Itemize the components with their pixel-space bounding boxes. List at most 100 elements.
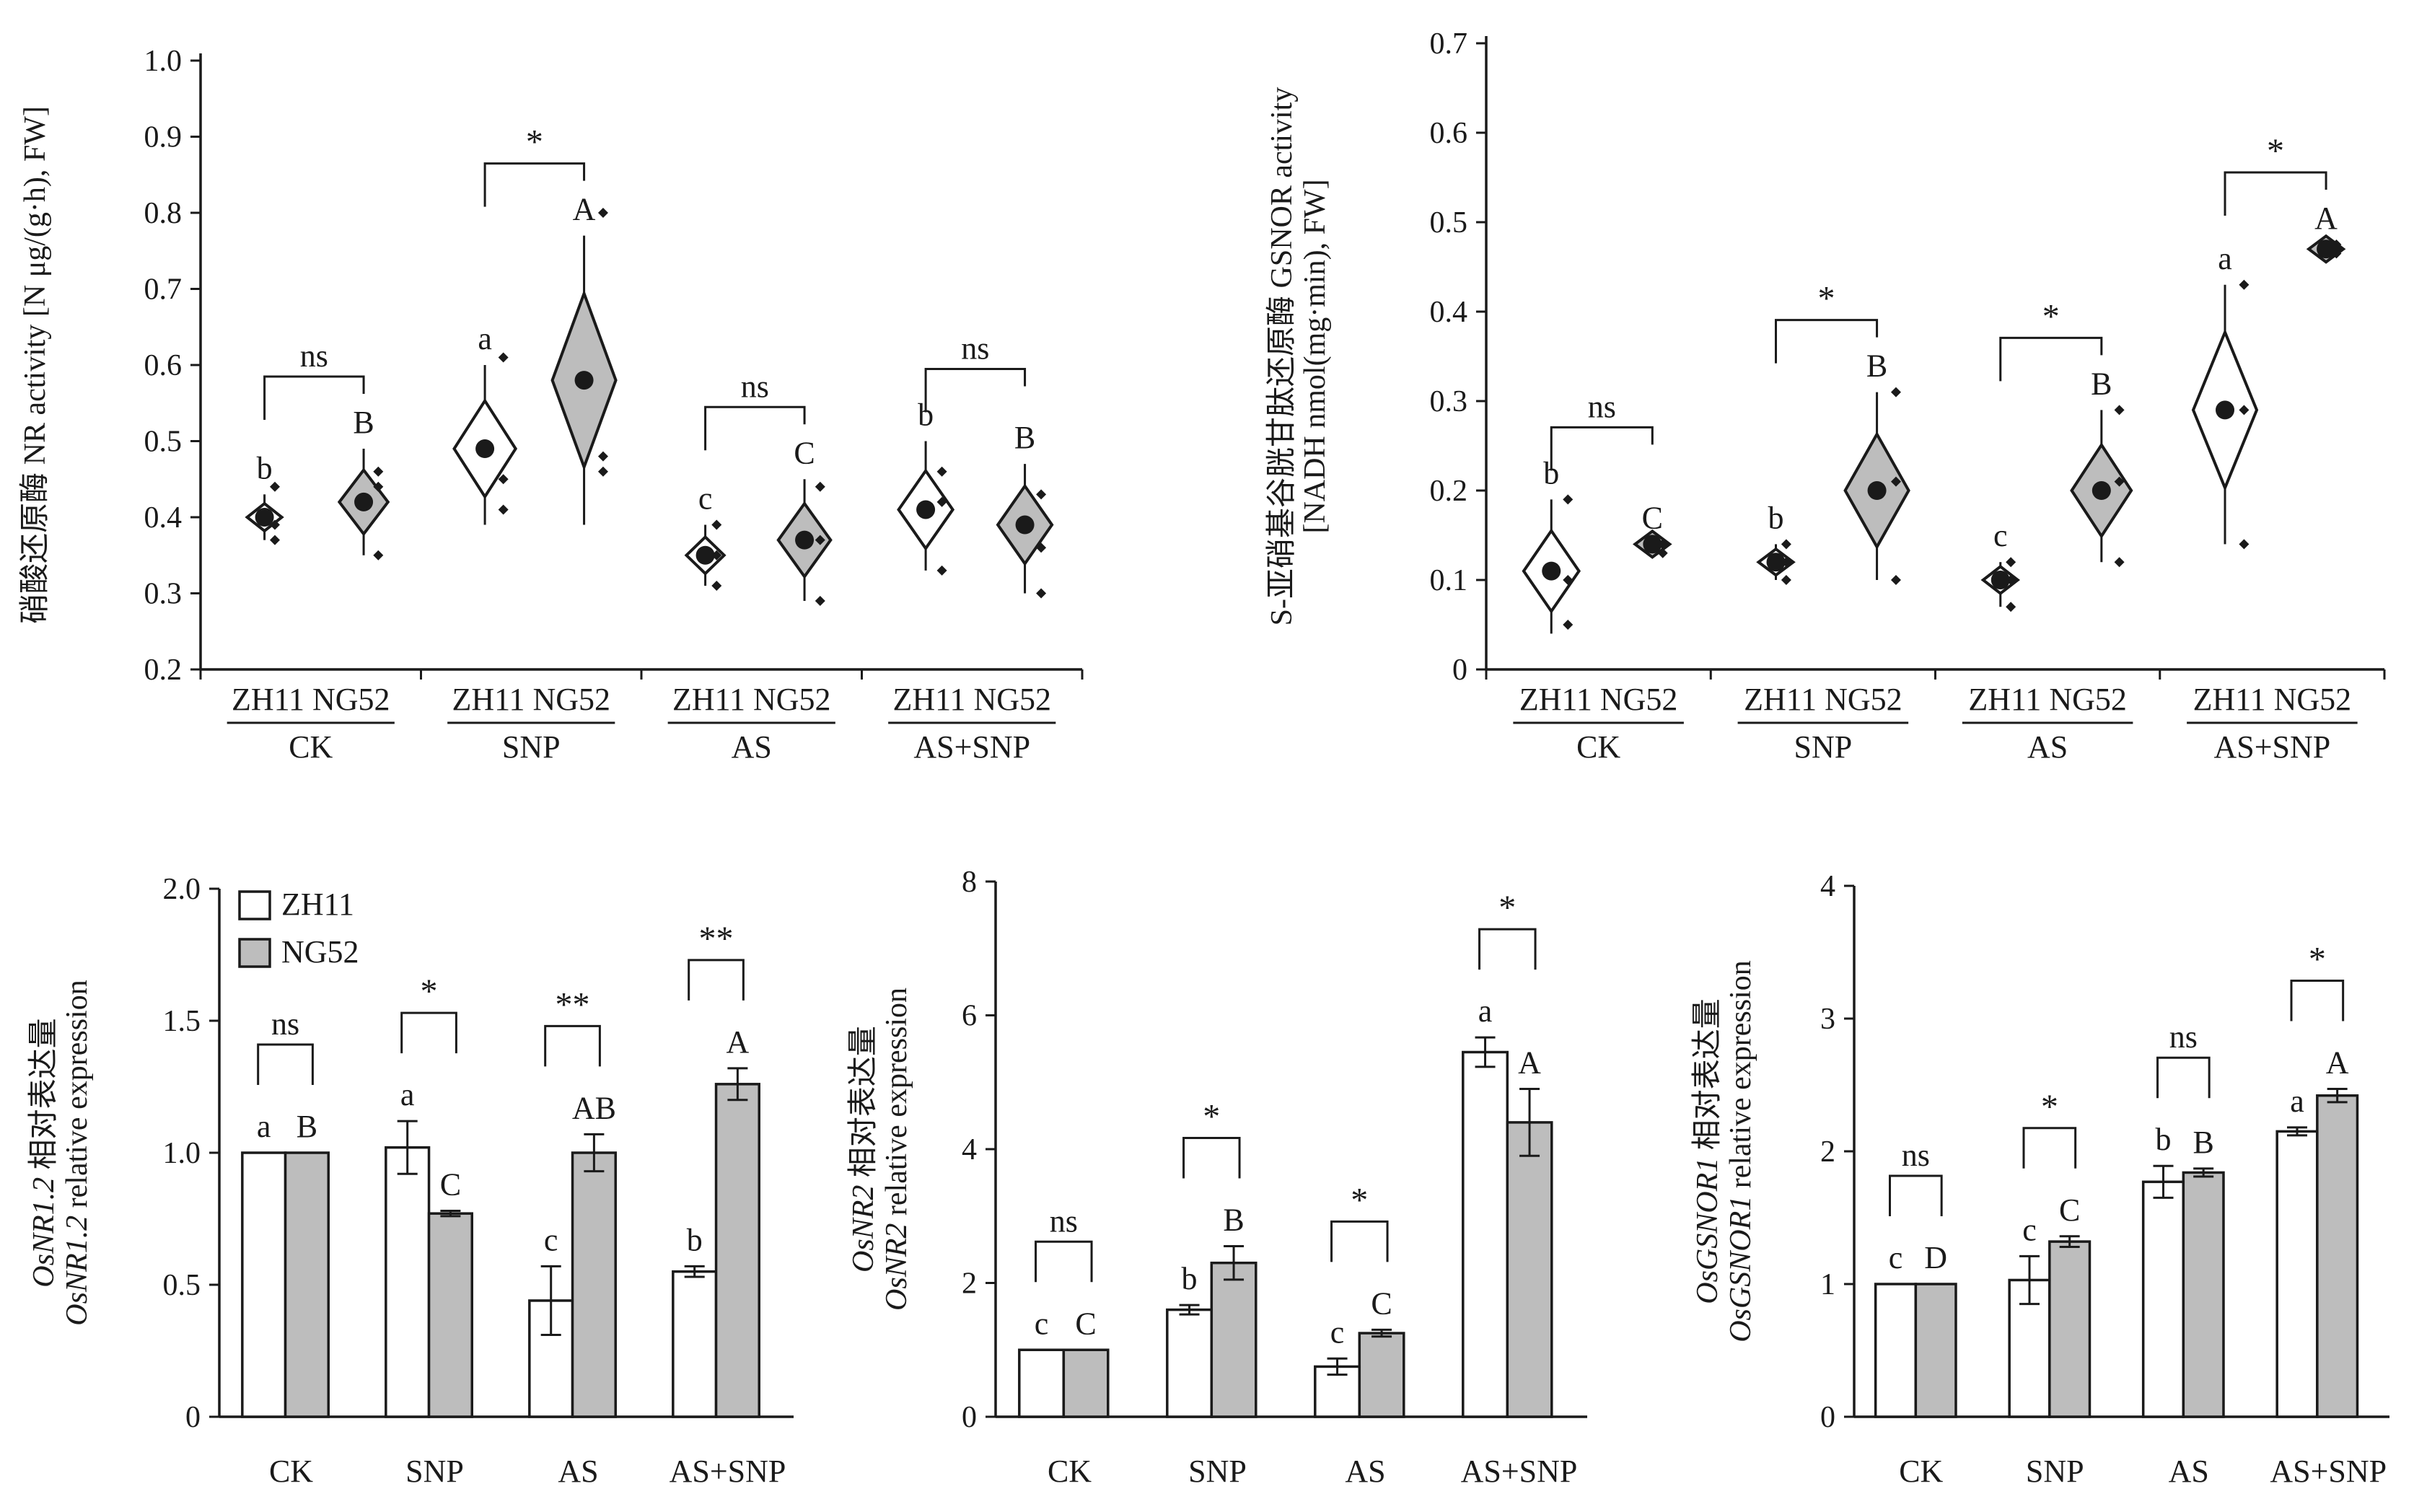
data-point bbox=[2006, 602, 2016, 612]
significance-letter: a bbox=[400, 1077, 415, 1112]
bar bbox=[1914, 1283, 1957, 1418]
mean-dot bbox=[695, 545, 715, 565]
bar bbox=[714, 1083, 760, 1418]
comparison-bracket bbox=[1550, 426, 1654, 471]
comparison-bracket bbox=[1330, 1220, 1389, 1262]
category-label: SNP bbox=[405, 1454, 464, 1489]
comparison-bracket bbox=[1035, 1240, 1093, 1283]
category-label: SNP bbox=[1188, 1454, 1247, 1489]
bar bbox=[2048, 1240, 2092, 1418]
y-tick-label: 0.8 bbox=[144, 197, 183, 230]
bar bbox=[1018, 1348, 1066, 1418]
y-tick-label: 0 bbox=[962, 1401, 977, 1434]
data-point bbox=[373, 466, 384, 477]
y-tick-label: 0.5 bbox=[144, 426, 183, 459]
significance-letter: b bbox=[687, 1222, 703, 1257]
data-point bbox=[1781, 575, 1791, 585]
mean-dot bbox=[2092, 481, 2111, 500]
comparison-bracket bbox=[257, 1043, 314, 1085]
category-label: AS+SNP bbox=[670, 1454, 786, 1489]
significance-letter: B bbox=[2193, 1125, 2213, 1160]
genotype-labels: ZH11 NG52 bbox=[1519, 682, 1678, 717]
group-label: SNP bbox=[502, 729, 561, 765]
significance-letter: A bbox=[2314, 201, 2338, 236]
comparison-label: * bbox=[1203, 1097, 1220, 1135]
y-tick-label: 0 bbox=[1452, 654, 1467, 687]
significance-letter: c bbox=[1035, 1306, 1049, 1341]
chart-nr-activity: 0.2 0.3 0.4 0.5 0.6 0.7 0.8 0.9 1.0 硝酸还原酶 NR acti… bbox=[19, 45, 1084, 765]
y-tick-label: 4 bbox=[1820, 870, 1835, 903]
genotype-labels: ZH11 NG52 bbox=[2193, 682, 2352, 717]
category-label: AS+SNP bbox=[2270, 1454, 2387, 1489]
category-label: CK bbox=[269, 1454, 313, 1489]
comparison-label: * bbox=[1498, 889, 1516, 927]
significance-letter: a bbox=[257, 1109, 271, 1144]
genotype-labels: ZH11 NG52 bbox=[892, 682, 1051, 717]
y-tick-label: 2 bbox=[1820, 1135, 1835, 1169]
y-tick-label: 8 bbox=[962, 866, 977, 899]
y-tick-label: 0.5 bbox=[163, 1269, 201, 1302]
y-tick-label: 1.0 bbox=[163, 1137, 201, 1170]
data-point bbox=[711, 519, 722, 530]
significance-letter: c bbox=[1330, 1314, 1345, 1350]
y-tick-label: 0.3 bbox=[144, 578, 183, 611]
comparison-label: * bbox=[2267, 132, 2284, 170]
data-point bbox=[1563, 575, 1574, 585]
mean-dot bbox=[916, 500, 936, 519]
comparison-bracket bbox=[483, 162, 586, 207]
data-point bbox=[373, 481, 384, 492]
data-point bbox=[1890, 387, 1901, 397]
significance-letter: A bbox=[573, 192, 596, 227]
significance-letter: C bbox=[440, 1167, 461, 1203]
bar bbox=[1874, 1283, 1918, 1418]
significance-letter: A bbox=[2326, 1045, 2349, 1081]
y-axis-label: 硝酸还原酶 NR activity [N μg/(g·h), FW] bbox=[19, 106, 52, 624]
significance-letter: A bbox=[1518, 1045, 1541, 1081]
data-point bbox=[498, 352, 509, 363]
significance-letter: D bbox=[1924, 1240, 1947, 1275]
comparison-label: * bbox=[526, 123, 543, 162]
significance-letter: a bbox=[2218, 241, 2232, 276]
significance-letter: B bbox=[1014, 420, 1035, 455]
chart-gsnor-activity: 0 0.1 0.2 0.3 0.4 0.5 0.6 0.7 S-亚硝基谷胱甘肽还原酶 GSNOR… bbox=[1265, 27, 2386, 765]
genotype-labels: ZH11 NG52 bbox=[232, 682, 390, 717]
y-tick-label: 0.2 bbox=[144, 654, 183, 687]
group-label: AS bbox=[732, 729, 772, 765]
category-label: CK bbox=[1899, 1454, 1943, 1489]
significance-letter: A bbox=[726, 1024, 749, 1060]
genotype-labels: ZH11 NG52 bbox=[1968, 682, 2127, 717]
comparison-bracket bbox=[1999, 336, 2103, 382]
data-point bbox=[2239, 539, 2250, 550]
y-tick-label: 0.3 bbox=[1430, 385, 1468, 418]
group-label: CK bbox=[1576, 729, 1620, 765]
data-point bbox=[269, 535, 280, 545]
bar bbox=[1506, 1121, 1553, 1418]
data-point bbox=[1890, 476, 1901, 487]
comparison-bracket bbox=[688, 959, 745, 1001]
mean-dot bbox=[1766, 553, 1786, 572]
comparison-bracket bbox=[2290, 980, 2345, 1021]
significance-letter: B bbox=[353, 405, 374, 440]
data-point bbox=[1036, 542, 1047, 553]
category-label: AS+SNP bbox=[1461, 1454, 1578, 1489]
comparison-bracket bbox=[1775, 319, 1879, 364]
significance-letter: C bbox=[2059, 1192, 2080, 1228]
comparison-label: * bbox=[421, 972, 438, 1011]
bar bbox=[2141, 1180, 2185, 1418]
significance-letter: c bbox=[698, 481, 713, 517]
data-point bbox=[269, 481, 280, 492]
y-tick-label: 1.5 bbox=[163, 1005, 201, 1038]
mean-dot bbox=[354, 492, 374, 511]
legend-label: NG52 bbox=[281, 934, 359, 970]
data-point bbox=[597, 466, 608, 477]
data-point bbox=[1036, 588, 1047, 599]
group-label: CK bbox=[289, 729, 333, 765]
mean-dot bbox=[1542, 561, 1561, 581]
significance-letter: b bbox=[1768, 500, 1784, 535]
data-point bbox=[2114, 405, 2125, 416]
data-point bbox=[2114, 476, 2125, 487]
data-point bbox=[373, 550, 384, 561]
data-point bbox=[498, 504, 509, 515]
mean-dot bbox=[1643, 535, 1662, 554]
